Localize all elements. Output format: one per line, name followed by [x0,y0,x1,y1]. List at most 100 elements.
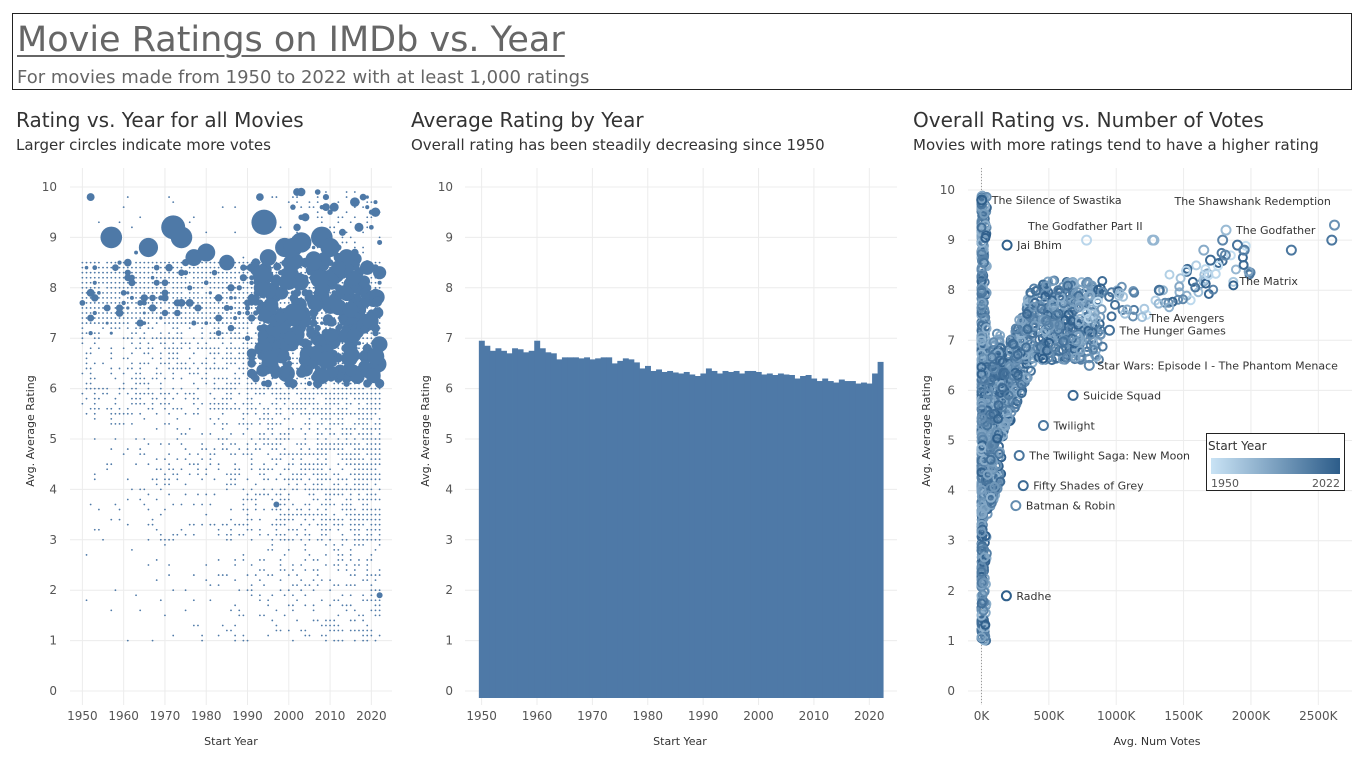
scatter-point [275,533,278,536]
scatter-point [164,317,166,319]
scatter-point [296,366,308,378]
scatter-point [143,453,146,456]
scatter-point [168,332,170,335]
y-tick-label: 8 [947,283,955,297]
scatter-point [176,473,179,476]
scatter-point [197,347,199,350]
scatter-point [306,340,313,347]
scatter-point [349,559,352,561]
scatter-point [131,548,133,551]
scatter-point [81,296,84,299]
scatter-point [85,261,88,264]
scatter-point [308,584,311,587]
y-tick-label: 4 [445,482,453,496]
scatter-point [81,261,84,264]
scatter-point [81,291,84,294]
scatter-point [308,478,311,481]
scatter-point [168,357,170,360]
vote-point-labeled [1220,224,1232,236]
scatter-point [279,443,282,445]
scatter-point [238,271,241,274]
scatter-point [221,342,224,345]
scatter-point [205,261,208,264]
scatter-point [378,433,381,435]
scatter-point [126,367,129,370]
scatter-point [221,412,224,415]
scatter-point [246,402,249,405]
scatter-point [329,478,331,481]
scatter-point [93,402,96,405]
scatter-point [221,377,224,380]
scatter-point [242,417,245,420]
scatter-point [213,453,216,456]
scatter-point [208,291,212,295]
rating-votes-title: Overall Rating vs. Number of Votes [913,108,1264,132]
scatter-point [341,559,344,561]
scatter-point [225,538,228,541]
scatter-point [168,483,170,486]
scatter-point [296,508,298,511]
scatter-point-large [197,243,216,262]
scatter-point [304,433,307,435]
scatter-point [126,322,129,324]
scatter-point [176,276,179,279]
scatter-point [161,309,169,317]
scatter-point [320,518,323,521]
scatter-point [250,382,253,385]
vote-point [993,400,1004,411]
scatter-point [85,357,88,360]
scatter-point [374,443,377,445]
vote-point [1129,287,1140,298]
scatter-point [370,538,373,541]
scatter-point [366,579,369,582]
scatter-point [304,407,307,410]
scatter-point [308,453,311,456]
scatter-point [176,307,179,309]
vote-point [976,508,987,519]
scatter-point [341,422,344,425]
scatter-point [366,569,369,571]
scatter-point [300,412,303,415]
x-tick-label: 1970 [577,709,608,723]
scatter-point [234,463,237,466]
scatter-point [250,286,253,289]
bar [700,373,707,698]
scatter-point [345,365,357,377]
scatter-point [252,264,271,283]
scatter-point [221,286,224,289]
scatter-point [349,604,352,607]
scatter-point [172,352,175,355]
scatter-point [279,503,282,506]
scatter-point [180,362,183,365]
scatter-point [271,417,274,420]
scatter-point [106,276,109,279]
scatter-point [283,513,286,516]
scatter-point [325,508,327,511]
scatter-point [349,518,352,521]
scatter-point [258,528,261,531]
scatter-point [164,362,166,365]
scatter-point [362,619,365,622]
scatter-point [341,554,344,556]
scatter-point [342,301,358,318]
scatter-point [275,397,278,400]
scatter-point [246,453,249,456]
scatter-point [180,322,183,324]
scatter-point [366,448,369,450]
scatter-point [378,407,381,410]
vote-point [976,331,987,342]
scatter-point [362,463,365,466]
scatter-point [370,392,373,395]
scatter-point [296,473,298,476]
vote-point [1238,259,1249,270]
scatter-point [337,584,340,587]
scatter-point [373,200,378,205]
vote-point-labeled [1219,249,1231,261]
scatter-point [337,528,340,531]
scatter-point [378,533,381,536]
scatter-point [370,433,373,435]
scatter-point [110,286,113,289]
scatter-point [230,362,232,365]
scatter-point [304,473,307,476]
scatter-point [102,296,104,299]
